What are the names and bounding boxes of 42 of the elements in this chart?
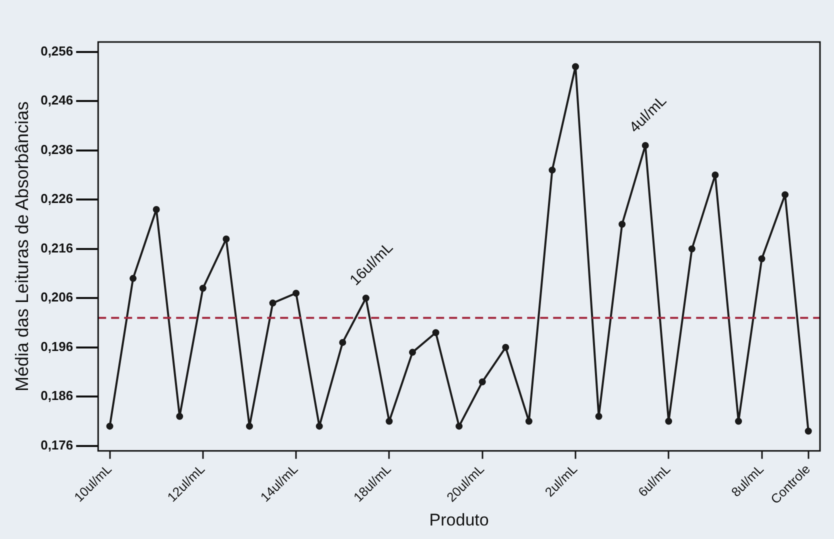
point: [176, 412, 184, 420]
y-tick-label: 0,196: [40, 338, 74, 354]
point: [408, 348, 416, 356]
point: [782, 191, 789, 198]
y-tick-label: 0,216: [40, 240, 74, 256]
point: [712, 171, 719, 178]
point: [316, 422, 323, 430]
point: [548, 166, 556, 174]
point: [269, 300, 276, 307]
y-tick-label: 0,186: [40, 388, 74, 404]
point: [618, 220, 626, 228]
y-tick-label: 0,226: [40, 191, 74, 206]
point: [525, 418, 532, 425]
point: [339, 338, 346, 346]
point: [595, 412, 602, 420]
point: [386, 418, 393, 425]
point: [246, 422, 253, 430]
y-tick-label: 0,206: [40, 290, 74, 305]
point: [735, 418, 742, 425]
point: [478, 378, 486, 386]
point: [130, 274, 137, 282]
point: [292, 290, 300, 297]
point: [665, 418, 672, 425]
point: [688, 245, 696, 252]
y-tick-label: 0,236: [40, 142, 74, 157]
y-tick-label: 0,246: [40, 92, 74, 108]
point: [572, 63, 579, 70]
x-axis-title: Produto: [429, 510, 489, 530]
point: [432, 329, 440, 336]
point: [804, 428, 812, 435]
point: [502, 344, 510, 351]
point: [362, 294, 370, 302]
y-tick-label: 0,176: [40, 437, 74, 452]
y-tick-label: 0,256: [40, 43, 74, 58]
point: [199, 284, 206, 292]
point: [758, 255, 766, 262]
point: [106, 422, 114, 430]
point: [222, 236, 230, 243]
point: [456, 422, 463, 430]
y-axis-title: Média das Leituras de Absorbâncias: [12, 101, 32, 392]
point: [642, 142, 649, 149]
point: [152, 206, 160, 213]
